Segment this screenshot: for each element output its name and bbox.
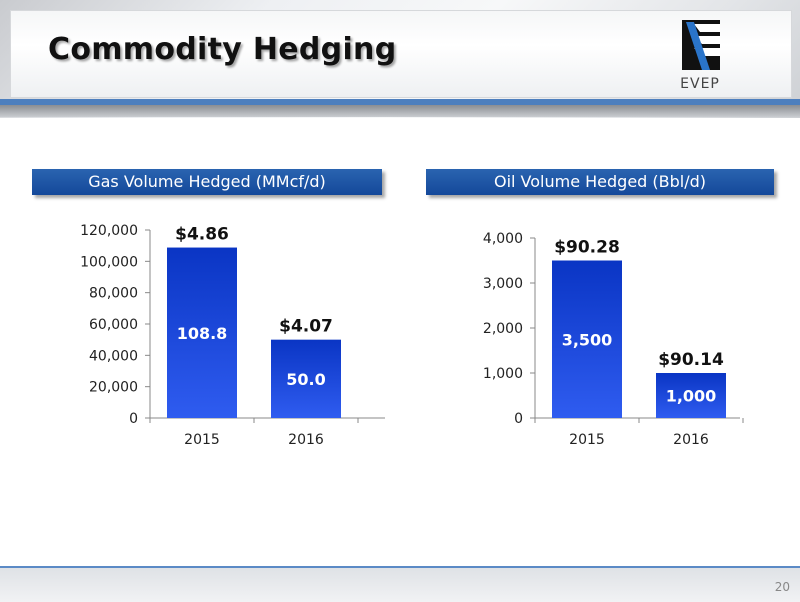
oil-bar-2015	[552, 260, 622, 418]
oil-volume-chart: 0 1,000 2,000 3,000 4,000 3,500 $90.28 2015 1,00…	[483, 231, 744, 448]
header-panel	[10, 10, 792, 98]
oil-price-label-2015: $90.28	[554, 238, 620, 258]
gas-y-tick-label: 20,000	[89, 380, 138, 396]
oil-value-label-2015: 3,500	[562, 330, 613, 349]
oil-value-label-2016: 1,000	[666, 387, 717, 406]
slide-footer: 20	[0, 566, 800, 602]
gas-y-tick-label: 40,000	[89, 348, 138, 364]
company-logo: EVEP	[664, 18, 736, 94]
logo-text: EVEP	[680, 76, 720, 92]
gas-value-label-2015: 108.8	[177, 324, 228, 343]
slide-header: Commodity Hedging EVEP	[0, 0, 800, 118]
oil-y-tick-label: 3,000	[483, 276, 523, 292]
gas-price-label-2015: $4.86	[175, 225, 229, 245]
gas-category-label-2015: 2015	[184, 432, 220, 448]
gas-value-label-2016: 50.0	[286, 370, 325, 389]
gas-y-tick-label: 80,000	[89, 286, 138, 302]
header-accent-line	[0, 99, 800, 105]
slide-title: Commodity Hedging	[48, 32, 397, 67]
gas-price-label-2016: $4.07	[279, 317, 333, 337]
oil-price-label-2016: $90.14	[658, 350, 724, 370]
gas-category-label-2016: 2016	[288, 432, 324, 448]
oil-y-tick-label: 4,000	[483, 231, 523, 247]
gas-y-tick-label: 120,000	[80, 223, 138, 239]
gas-bar-2016	[271, 339, 341, 418]
gas-volume-chart: 0 20,000 40,000 60,000 80,000 100,000 120,000 1…	[80, 223, 385, 448]
gas-y-tick-label: 100,000	[80, 254, 138, 270]
page-number: 20	[774, 580, 790, 594]
oil-bar-2016	[656, 373, 726, 418]
gas-bar-2015	[167, 247, 237, 418]
oil-y-tick-label: 2,000	[483, 321, 523, 337]
oil-y-tick-label: 0	[514, 411, 523, 427]
gas-y-tick-label: 0	[129, 411, 138, 427]
oil-chart-title: Oil Volume Hedged (Bbl/d)	[426, 169, 774, 195]
gas-y-tick-label: 60,000	[89, 317, 138, 333]
gas-chart-title: Gas Volume Hedged (MMcf/d)	[32, 169, 382, 195]
oil-category-label-2016: 2016	[673, 432, 709, 448]
oil-category-label-2015: 2015	[569, 432, 605, 448]
header-shadow-band	[0, 105, 800, 117]
oil-y-tick-label: 1,000	[483, 366, 523, 382]
logo-mark-icon	[682, 20, 720, 70]
